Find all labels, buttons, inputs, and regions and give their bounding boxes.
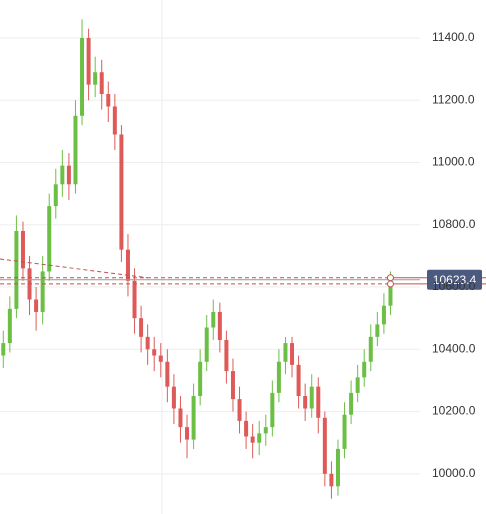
level-handle	[386, 274, 394, 282]
candle-body	[198, 361, 203, 397]
y-tick-label: 10400.0	[432, 341, 476, 355]
candle-body	[185, 427, 190, 440]
candle-body	[211, 311, 216, 328]
candle-body	[14, 231, 19, 309]
candle-body	[355, 377, 360, 393]
candle-body	[322, 417, 327, 474]
candle-body	[270, 392, 275, 428]
candle-body	[296, 364, 301, 397]
candle-body	[224, 339, 229, 372]
candle-body	[381, 305, 386, 325]
candle-body	[66, 165, 71, 185]
candle-body	[303, 396, 308, 409]
candle-body	[106, 94, 111, 107]
candle-body	[112, 106, 117, 135]
candle-body	[20, 231, 25, 269]
candle-body	[342, 414, 347, 449]
candle-body	[349, 392, 354, 415]
price-tag	[427, 269, 482, 290]
candle-body	[290, 343, 295, 365]
trend-line	[0, 258, 148, 279]
price-tag-label: 10623.4	[433, 273, 477, 287]
candle-body	[165, 361, 170, 387]
candle-body	[158, 355, 163, 362]
candle-body	[375, 324, 380, 337]
candle-body	[53, 184, 58, 207]
candle-body	[217, 311, 222, 340]
y-tick-label: 11400.0	[432, 30, 475, 44]
candle-body	[99, 72, 104, 95]
candles	[1, 19, 393, 499]
grid	[0, 37, 420, 475]
candle-body	[316, 386, 321, 418]
candle-body	[204, 327, 209, 362]
candle-body	[132, 280, 137, 319]
candle-body	[40, 271, 45, 312]
candle-body	[86, 37, 91, 85]
candle-body	[191, 396, 196, 440]
candle-body	[257, 433, 262, 443]
y-tick-label: 10200.0	[432, 404, 476, 418]
candle-body	[368, 336, 373, 362]
level-handle	[386, 280, 394, 288]
candle-body	[362, 361, 367, 378]
y-tick-label: 11200.0	[432, 92, 475, 106]
candle-body	[145, 336, 150, 350]
candle-body	[139, 318, 144, 337]
y-axis: 10000.0 10200.0 10400.0 10600.0 10800.0 11000…	[432, 30, 476, 480]
candle-body	[283, 343, 288, 362]
candle-body	[60, 165, 65, 185]
candle-body	[309, 386, 314, 409]
candle-body	[237, 399, 242, 421]
candle-body	[73, 115, 78, 185]
candle-body	[178, 408, 183, 428]
candle-body	[93, 72, 98, 85]
candle-body	[34, 299, 39, 312]
y-tick-label: 11000.0	[432, 155, 475, 169]
candle-body	[388, 279, 393, 306]
annotations: 10623.4	[0, 258, 486, 290]
candle-body	[329, 473, 334, 487]
candle-body	[335, 448, 340, 487]
candle-body	[263, 427, 268, 434]
y-tick-label: 10800.0	[432, 217, 476, 231]
y-tick-label: 10000.0	[432, 466, 476, 480]
candle-body	[276, 361, 281, 393]
candle-body	[7, 308, 12, 344]
candle-body	[47, 206, 52, 272]
candle-body	[1, 343, 6, 356]
candle-body	[171, 386, 176, 409]
candle-body	[250, 436, 255, 443]
candle-body	[119, 134, 124, 250]
candle-body	[152, 349, 157, 356]
y-tick-label: 10600.0	[432, 279, 476, 293]
candle-body	[230, 371, 235, 400]
candle-body	[244, 420, 249, 437]
candle-body	[125, 249, 130, 281]
candle-body	[80, 37, 85, 116]
